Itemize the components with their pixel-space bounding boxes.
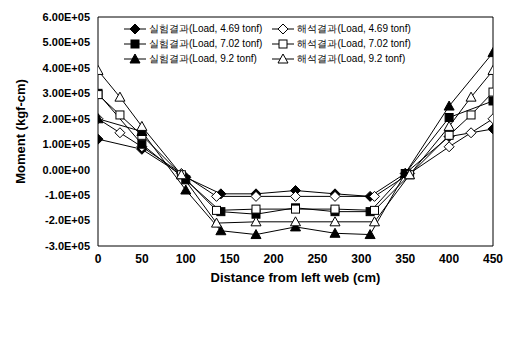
svg-text:-1.0E+05: -1.0E+05	[45, 189, 90, 201]
svg-text:0.00E+00: 0.00E+00	[43, 164, 90, 176]
html-text:실험결과(Load, 4.69 tonf): 실험결과(Load, 4.69 tonf)	[149, 23, 263, 34]
svg-text:5.00E+05: 5.00E+05	[43, 36, 90, 48]
svg-text:400: 400	[439, 252, 459, 266]
svg-text:100: 100	[176, 252, 196, 266]
html-text:해석결과(Load, 9.2 tonf): 해석결과(Load, 9.2 tonf)	[297, 53, 406, 64]
svg-text:-2.0E+05: -2.0E+05	[45, 214, 90, 226]
html-text:해석결과(Load, 4.69 tonf): 해석결과(Load, 4.69 tonf)	[297, 23, 411, 34]
svg-text:1.00E+05: 1.00E+05	[43, 138, 90, 150]
svg-text:-3.0E+05: -3.0E+05	[45, 240, 90, 252]
svg-text:Distance from left web (cm): Distance from left web (cm)	[211, 270, 381, 285]
html-text:실험결과(Load, 7.02 tonf): 실험결과(Load, 7.02 tonf)	[149, 38, 263, 49]
svg-text:Moment (kgf-cm): Moment (kgf-cm)	[13, 79, 28, 184]
svg-text:3.00E+05: 3.00E+05	[43, 87, 90, 99]
html-text:해석결과(Load, 7.02 tonf): 해석결과(Load, 7.02 tonf)	[297, 38, 411, 49]
html-text:실험결과(Load, 9.2 tonf): 실험결과(Load, 9.2 tonf)	[149, 53, 257, 64]
svg-text:2.00E+05: 2.00E+05	[43, 113, 90, 125]
svg-text:50: 50	[135, 252, 149, 266]
svg-text:4.00E+05: 4.00E+05	[43, 62, 90, 74]
svg-text:350: 350	[395, 252, 415, 266]
svg-text:6.00E+05: 6.00E+05	[43, 11, 90, 23]
svg-text:250: 250	[307, 252, 327, 266]
svg-text:450: 450	[483, 252, 503, 266]
svg-text:0: 0	[95, 252, 102, 266]
svg-text:300: 300	[351, 252, 371, 266]
svg-text:150: 150	[220, 252, 240, 266]
svg-text:200: 200	[264, 252, 284, 266]
